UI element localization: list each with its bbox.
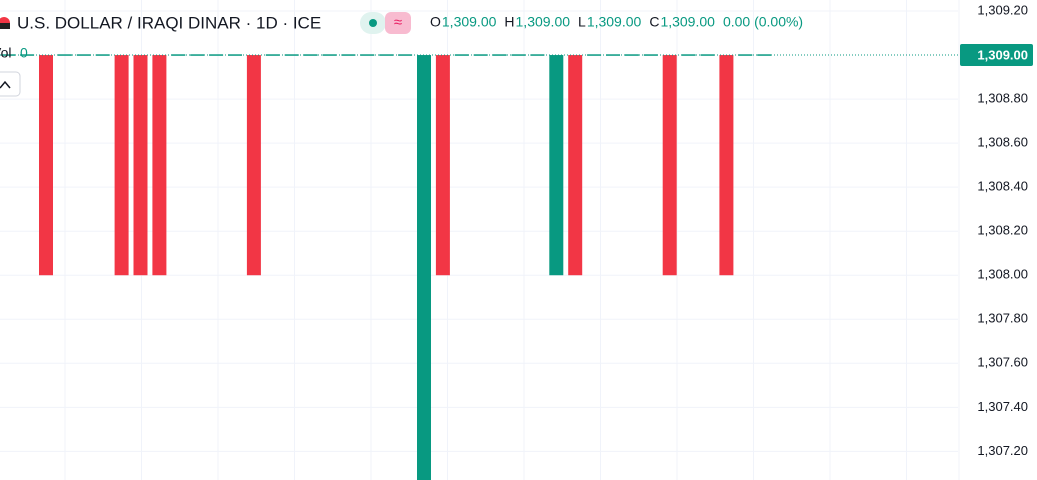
last-price-label: 1,309.00 xyxy=(977,47,1028,62)
candle-body xyxy=(114,55,129,276)
last-price-tag xyxy=(960,44,1033,67)
candle-body xyxy=(39,55,53,276)
ohlc-legend: O 1,309.00 H 1,309.00 L 1,309.00 C 1,309.00 0.00… xyxy=(430,14,803,30)
status-dot xyxy=(369,19,377,27)
y-tick-label: 1,308.20 xyxy=(977,223,1028,238)
collapse-icon xyxy=(0,80,11,89)
candle-body xyxy=(152,55,167,276)
ohlc-value: 1,309.00 xyxy=(587,14,642,30)
flag-icon-part xyxy=(0,23,10,29)
y-tick-label: 1,307.80 xyxy=(977,311,1028,326)
data-delay-icon[interactable] xyxy=(385,12,411,34)
candle-body xyxy=(549,55,564,276)
volume-label: Vol xyxy=(0,45,11,61)
ohlc-key: L xyxy=(578,14,586,30)
y-tick-label: 1,308.80 xyxy=(977,91,1028,106)
symbol-title[interactable]: U.S. DOLLAR / IRAQI DINAR · 1D · ICE xyxy=(17,13,321,32)
volume-value: 0 xyxy=(20,45,28,61)
delay-symbol: ≈ xyxy=(394,14,402,31)
candle-body xyxy=(662,55,677,276)
ohlc-key: C xyxy=(649,14,659,30)
ohlc-value: 1,309.00 xyxy=(442,14,497,30)
y-tick-label: 1,307.60 xyxy=(977,355,1028,370)
y-tick-label: 1,308.60 xyxy=(977,135,1028,150)
ohlc-key: O xyxy=(430,14,441,30)
collapse-button[interactable] xyxy=(0,71,21,97)
candle-body xyxy=(246,55,261,276)
y-tick-label: 1,307.40 xyxy=(977,399,1028,414)
candle-body xyxy=(719,55,734,276)
candle-body xyxy=(435,55,450,276)
y-tick-label: 1,307.20 xyxy=(977,443,1028,458)
candle-body xyxy=(417,55,431,480)
ohlc-value: 1,309.00 xyxy=(660,14,715,30)
price-axis: 1,307.20 1,307.40 1,307.60 1,307.80 1,308.00… xyxy=(958,0,1033,480)
y-tick-label: 1,308.40 xyxy=(977,179,1028,194)
ohlc-change: 0.00 (0.00%) xyxy=(723,14,803,30)
ohlc-value: 1,309.00 xyxy=(516,14,571,30)
plot-area xyxy=(0,54,958,480)
candle-body xyxy=(568,55,583,276)
candle-body xyxy=(133,55,148,276)
y-tick-label: 1,308.00 xyxy=(977,267,1028,282)
header: U.S. DOLLAR / IRAQI DINAR · 1D · ICE ≈ O… xyxy=(0,12,803,97)
y-tick-label: 1,309.20 xyxy=(977,2,1028,17)
ohlc-key: H xyxy=(504,14,514,30)
